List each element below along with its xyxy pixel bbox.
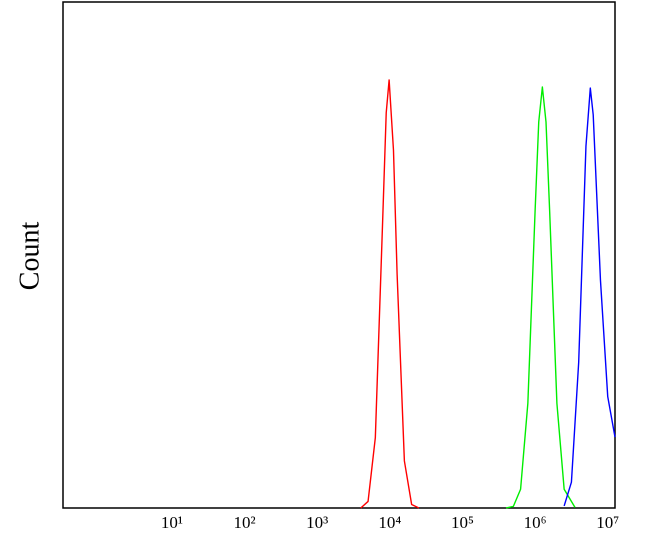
histogram-line bbox=[505, 86, 576, 509]
x-tick-label: 10¹ bbox=[161, 513, 183, 532]
x-tick-label: 10⁷ bbox=[596, 513, 619, 532]
plot-frame bbox=[62, 1, 616, 509]
x-tick-label: 10⁴ bbox=[378, 513, 401, 532]
x-tick-label: 10² bbox=[234, 513, 256, 532]
x-tick-label: 10⁵ bbox=[451, 513, 474, 532]
y-axis-label: Count bbox=[14, 222, 45, 291]
histogram-line bbox=[360, 79, 420, 509]
x-tick-label: 10⁶ bbox=[524, 513, 547, 532]
histogram-line bbox=[563, 87, 616, 507]
x-tick-label: 10³ bbox=[306, 513, 328, 532]
